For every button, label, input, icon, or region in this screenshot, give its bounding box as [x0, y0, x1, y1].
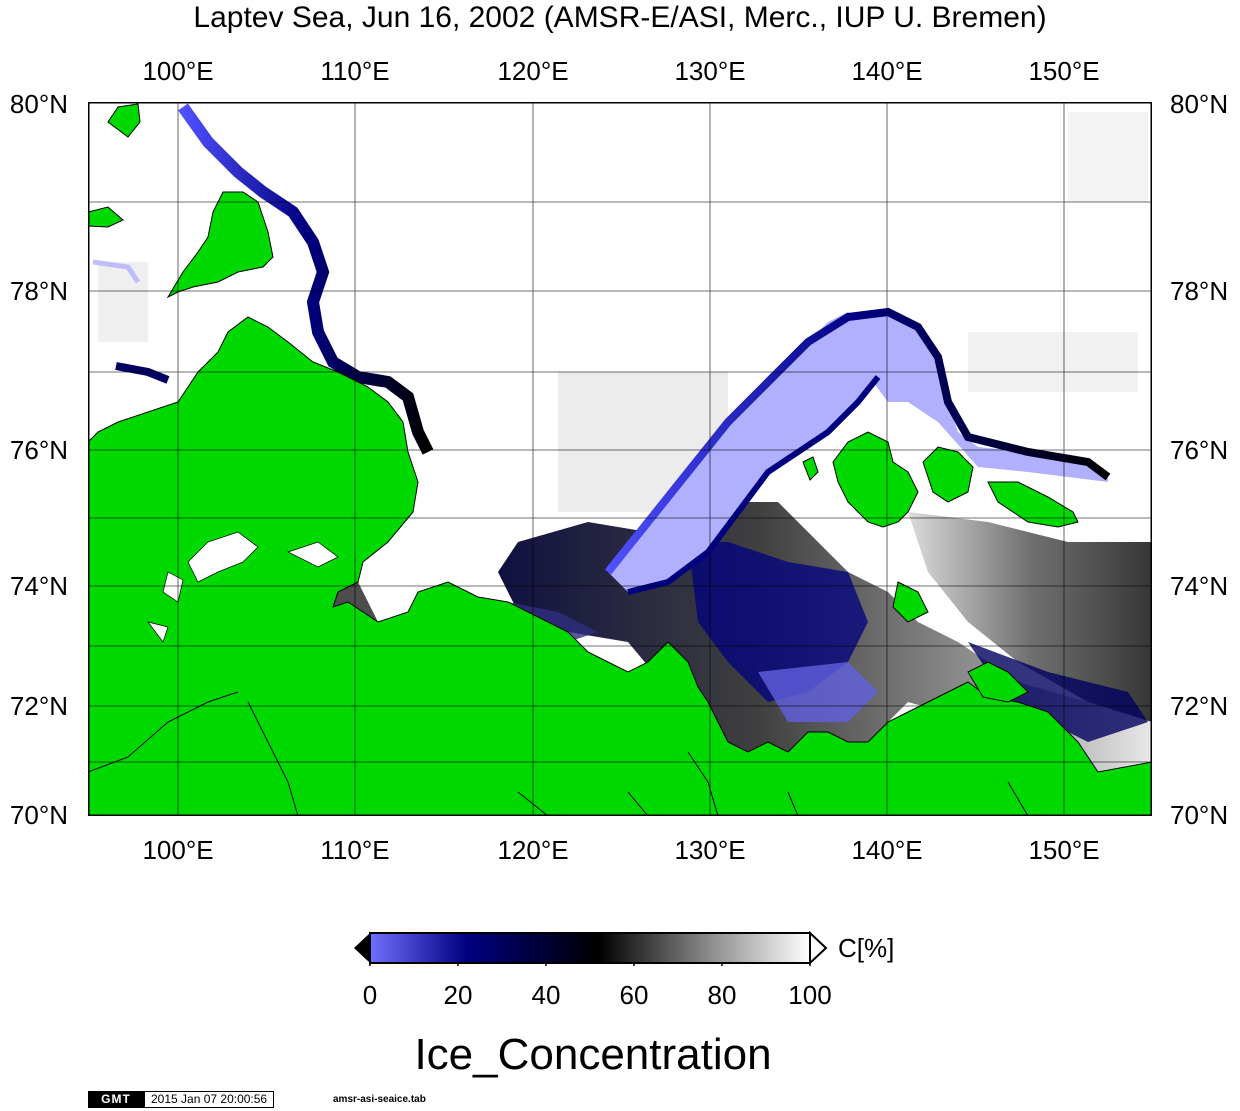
lat-tick-right: 74°N	[1170, 571, 1229, 601]
lon-tick-bottom: 120°E	[497, 835, 569, 865]
lat-tick-left: 80°N	[9, 89, 68, 119]
bennett-island	[892, 581, 929, 623]
colorbar-title: Ice_Concentration	[414, 1030, 772, 1079]
colorbar-gradient	[369, 932, 811, 964]
lat-tick-left: 74°N	[9, 571, 68, 601]
lat-tick-right: 70°N	[1170, 800, 1229, 830]
severnaya-zemlya	[166, 191, 274, 299]
colorbar-tick: 80	[707, 980, 737, 1010]
colorbar-low-arrow	[354, 933, 370, 963]
map-title: Laptev Sea, Jun 16, 2002 (AMSR-E/ASI, Me…	[193, 1, 1047, 34]
lon-tick-top: 130°E	[674, 56, 746, 86]
colorbar-tick: 0	[362, 980, 378, 1010]
lat-tick-left: 72°N	[9, 691, 68, 721]
land-lakes	[147, 531, 339, 643]
lon-tick-top: 150°E	[1028, 56, 1100, 86]
lon-tick-top: 110°E	[320, 56, 390, 86]
lon-tick-top: 140°E	[851, 56, 923, 86]
island-small-w	[88, 206, 124, 228]
colorbar-tick: 60	[619, 980, 649, 1010]
colorbar-unit: C[%]	[838, 933, 895, 963]
colorbar	[354, 930, 828, 966]
lat-tick-left: 76°N	[9, 435, 68, 465]
lat-tick-right: 78°N	[1170, 276, 1229, 306]
lat-tick-left: 78°N	[9, 276, 68, 306]
colorbar-high-arrow	[809, 930, 828, 966]
lyakhovsky-island	[967, 661, 1029, 703]
lon-tick-bottom: 110°E	[320, 835, 390, 865]
bolshevik-island	[107, 103, 141, 138]
colorbar-tick: 100	[788, 980, 832, 1010]
lon-tick-top: 100°E	[142, 56, 214, 86]
lat-tick-right: 80°N	[1170, 89, 1229, 119]
lat-tick-left: 70°N	[9, 800, 68, 830]
lat-tick-right: 72°N	[1170, 691, 1229, 721]
lon-tick-bottom: 100°E	[142, 835, 214, 865]
belkovsky-island	[802, 456, 819, 481]
taymyr-land	[88, 316, 1152, 816]
colorbar-tick: 40	[531, 980, 561, 1010]
colorbar-tick: 20	[443, 980, 473, 1010]
timestamp: 2015 Jan 07 20:00:56	[144, 1091, 275, 1108]
kotelny-island	[832, 431, 919, 528]
data-file-name: amsr-asi-seaice.tab	[333, 1094, 426, 1105]
lon-tick-bottom: 130°E	[674, 835, 746, 865]
gmt-logo: GMT	[88, 1091, 144, 1108]
faddeyevsky-island	[987, 481, 1079, 528]
lon-tick-bottom: 140°E	[851, 835, 923, 865]
land	[88, 103, 1152, 816]
lat-tick-right: 76°N	[1170, 435, 1229, 465]
sparse-ice-haze	[98, 112, 1148, 512]
map-plot	[88, 102, 1152, 816]
new-siberia-island	[922, 446, 974, 503]
ice-tongue-low	[604, 307, 1111, 595]
graticule	[88, 102, 1152, 816]
lon-tick-top: 120°E	[497, 56, 569, 86]
lon-tick-bottom: 150°E	[1028, 835, 1100, 865]
